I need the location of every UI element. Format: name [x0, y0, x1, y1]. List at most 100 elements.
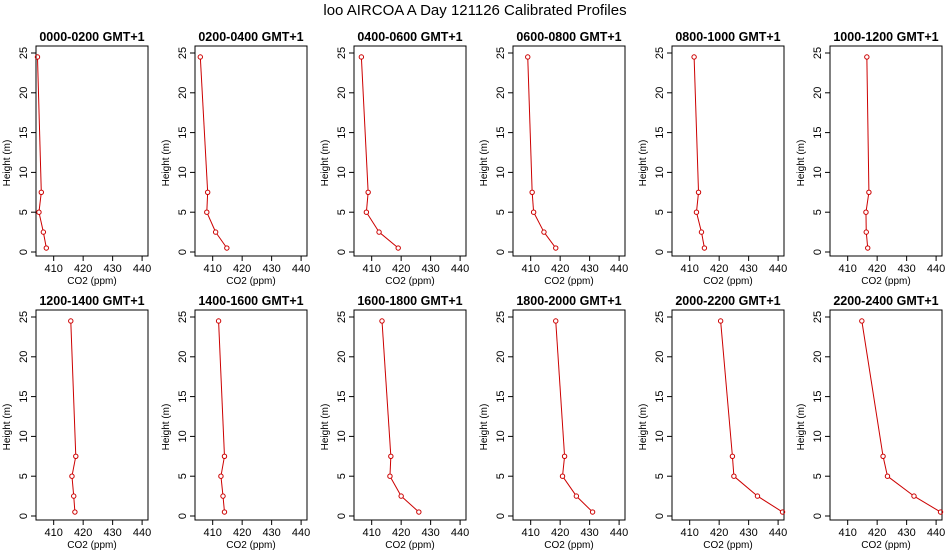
data-point: [388, 453, 394, 459]
data-point: [379, 318, 385, 324]
y-axis-label: Height (m): [320, 404, 331, 451]
y-tick-label: 10: [812, 430, 824, 442]
data-point: [376, 229, 382, 235]
x-tick-label: 440: [133, 263, 151, 275]
y-tick-label: 20: [177, 351, 189, 363]
y-tick-label: 5: [177, 473, 189, 479]
y-tick-label: 20: [177, 87, 189, 99]
profile-segment: [381, 323, 392, 455]
x-tick-label: 410: [839, 527, 857, 539]
data-point: [365, 189, 371, 196]
x-axis-label: CO2 (ppm): [226, 276, 275, 287]
profile-segment: [73, 498, 76, 510]
x-axis-label: CO2 (ppm): [861, 540, 910, 550]
profile-segment: [220, 478, 224, 494]
profile-segment: [71, 458, 76, 475]
y-axis-label: Height (m): [479, 404, 490, 451]
plot-frame: [35, 45, 149, 257]
figure-title: loo AIRCOA A Day 121126 Calibrated Profi…: [323, 2, 627, 19]
y-tick-label: 15: [812, 390, 824, 402]
panel-12: 2200-2400 GMT+1 410 420 430 440 CO2 (ppm) 0 5 10…: [796, 294, 945, 550]
data-point: [224, 245, 230, 251]
y-tick-label: 20: [812, 351, 824, 363]
data-point: [221, 453, 228, 459]
profile-segment: [216, 233, 226, 247]
y-tick-label: 0: [18, 249, 30, 255]
data-point: [884, 473, 891, 479]
panel-7: 1200-1400 GMT+1 410 420 430 440 CO2 (ppm) 0 5 10…: [2, 294, 151, 550]
data-point: [43, 245, 50, 251]
x-tick-label: 440: [769, 527, 787, 539]
y-tick-label: 15: [177, 390, 189, 402]
x-tick-label: 430: [421, 527, 439, 539]
data-point: [38, 189, 45, 196]
plot-frame: [512, 309, 626, 521]
y-tick-label: 25: [654, 311, 666, 323]
profile-segment: [199, 59, 209, 191]
x-tick-label: 410: [204, 527, 222, 539]
y-tick-label: 0: [654, 513, 666, 519]
profile-segment: [562, 458, 565, 474]
panel-title: 0400-0600 GMT+1: [357, 30, 462, 44]
data-point: [220, 493, 226, 499]
data-point: [73, 453, 79, 459]
x-tick-label: 420: [233, 527, 251, 539]
y-tick-label: 15: [336, 126, 348, 138]
y-axis-label: Height (m): [638, 140, 649, 187]
x-tick-label: 420: [868, 527, 886, 539]
x-tick-label: 430: [580, 527, 598, 539]
data-point: [416, 509, 422, 515]
data-point: [880, 453, 886, 459]
panel-title: 1600-1800 GMT+1: [357, 294, 462, 308]
data-point: [197, 54, 204, 60]
x-tick-label: 410: [363, 263, 381, 275]
profile-segment: [360, 59, 369, 191]
x-tick-label: 430: [739, 527, 757, 539]
x-axis-label: CO2 (ppm): [703, 540, 752, 550]
y-tick-label: 25: [812, 47, 824, 59]
x-axis-label: CO2 (ppm): [703, 276, 752, 287]
data-point: [559, 473, 566, 479]
profile-segment: [866, 59, 870, 191]
y-tick-label: 10: [495, 430, 507, 442]
profile-segment: [861, 323, 884, 455]
y-axis-label: Height (m): [2, 404, 13, 451]
x-axis-label: CO2 (ppm): [67, 540, 116, 550]
y-tick-label: 15: [495, 390, 507, 402]
profile-segment: [527, 59, 533, 191]
data-point: [754, 493, 761, 499]
profile-segment: [534, 214, 544, 231]
profile-segment: [563, 477, 576, 495]
panel-title: 0600-0800 GMT+1: [516, 30, 621, 44]
y-tick-label: 5: [177, 209, 189, 215]
y-tick-label: 10: [336, 166, 348, 178]
x-tick-label: 410: [45, 263, 63, 275]
panel-9: 1600-1800 GMT+1 410 420 430 440 CO2 (ppm) 0 5 10…: [320, 294, 469, 550]
y-tick-label: 0: [812, 249, 824, 255]
y-tick-label: 25: [654, 47, 666, 59]
y-tick-label: 0: [18, 513, 30, 519]
y-tick-label: 5: [336, 473, 348, 479]
profile-segment: [38, 194, 42, 210]
data-point: [395, 245, 401, 251]
y-axis-label: Height (m): [796, 140, 807, 187]
data-point: [218, 473, 224, 479]
panel-6: 1000-1200 GMT+1 410 420 430 440 CO2 (ppm) 0 5 10…: [796, 30, 945, 287]
x-tick-label: 440: [927, 263, 945, 275]
y-axis-label: Height (m): [638, 404, 649, 451]
data-point: [698, 229, 705, 235]
x-tick-label: 420: [392, 263, 410, 275]
y-tick-label: 20: [654, 351, 666, 363]
x-tick-label: 420: [74, 263, 92, 275]
x-tick-label: 430: [580, 263, 598, 275]
y-tick-label: 5: [654, 473, 666, 479]
y-tick-label: 25: [812, 311, 824, 323]
panel-title: 2200-2400 GMT+1: [833, 294, 938, 308]
data-point: [553, 318, 559, 324]
x-tick-label: 440: [451, 527, 469, 539]
y-tick-label: 15: [18, 390, 30, 402]
y-tick-label: 20: [18, 351, 30, 363]
x-tick-label: 410: [363, 527, 381, 539]
data-point: [212, 229, 219, 235]
